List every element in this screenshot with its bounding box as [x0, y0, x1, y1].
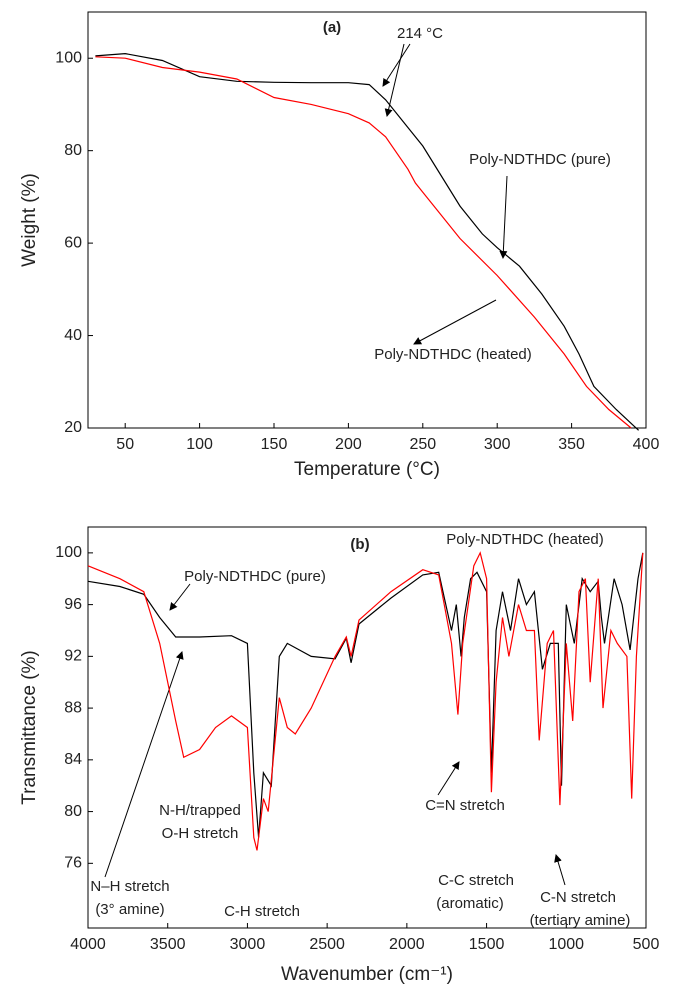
x-tick-label: 100	[186, 436, 213, 453]
y-tick-label: 20	[64, 419, 82, 436]
annotation: C-N stretch	[540, 889, 616, 906]
series-line	[95, 52, 640, 431]
x-tick-label: 3500	[150, 936, 186, 953]
y-tick-label: 60	[64, 234, 82, 251]
y-axis-label: Weight (%)	[19, 173, 40, 267]
y-tick-label: 84	[64, 751, 82, 768]
y-tick-label: 40	[64, 327, 82, 344]
x-tick-label: 2500	[309, 936, 345, 953]
y-tick-label: 80	[64, 803, 82, 820]
panel: 50 100 150 200 250 300 350 400 20 40 60 80 100 (a) Tem…	[19, 11, 660, 480]
series-label: Poly-NDTHDC (heated)	[374, 346, 532, 363]
x-tick-label: 150	[261, 436, 288, 453]
x-tick-label: 250	[409, 436, 436, 453]
x-tick-label: 400	[633, 436, 660, 453]
x-axis-label: Temperature (°C)	[294, 459, 440, 480]
x-tick-label: 300	[484, 436, 511, 453]
x-tick-label: 4000	[70, 936, 106, 953]
y-tick-label: 76	[64, 855, 82, 872]
y-tick-label: 80	[64, 142, 82, 159]
x-tick-label: 3000	[230, 936, 266, 953]
series-line	[87, 551, 644, 851]
series-line	[95, 56, 632, 429]
arrow	[554, 854, 566, 886]
arrow	[382, 43, 411, 87]
y-tick-label: 96	[64, 596, 82, 613]
x-tick-label: 200	[335, 436, 362, 453]
annotation: (3° amine)	[95, 901, 164, 918]
y-tick-label: 88	[64, 699, 82, 716]
arrow	[384, 43, 405, 117]
series-label: Poly-NDTHDC (pure)	[184, 568, 326, 585]
annotation: (aromatic)	[436, 895, 504, 912]
annotation: O-H stretch	[162, 825, 239, 842]
y-tick-label: 100	[55, 544, 82, 561]
annotation: N-H/trapped	[159, 802, 241, 819]
plot-frame	[87, 11, 647, 429]
x-tick-label: 50	[116, 436, 134, 453]
panel-title: (b)	[350, 536, 369, 553]
arrow	[499, 175, 508, 259]
x-tick-label: 1000	[548, 936, 584, 953]
panel: 4000 3500 3000 2500 2000 1500 1000 500 76 80 84 88 9…	[19, 526, 660, 985]
x-tick-label: 500	[633, 936, 660, 953]
arrow	[104, 651, 184, 878]
arrow	[413, 299, 497, 345]
series-label: Poly-NDTHDC (pure)	[469, 151, 611, 168]
x-tick-label: 350	[558, 436, 585, 453]
annotation: 214 °C	[397, 25, 443, 42]
annotation: C-H stretch	[224, 903, 300, 920]
annotation: N–H stretch	[90, 878, 169, 895]
annotation: C-C stretch	[438, 872, 514, 889]
x-axis-label: Wavenumber (cm⁻¹)	[281, 964, 453, 985]
arrow	[437, 761, 460, 796]
y-axis-label: Transmittance (%)	[19, 650, 40, 805]
series-label: Poly-NDTHDC (heated)	[446, 531, 604, 548]
y-tick-label: 92	[64, 648, 82, 665]
annotation: (tertiary amine)	[530, 912, 631, 929]
x-tick-label: 1500	[469, 936, 505, 953]
x-tick-label: 2000	[389, 936, 425, 953]
annotation: C=N stretch	[425, 797, 505, 814]
y-tick-label: 100	[55, 49, 82, 66]
panel-title: (a)	[323, 19, 341, 36]
plot-frame	[87, 526, 647, 929]
arrow	[169, 583, 191, 611]
